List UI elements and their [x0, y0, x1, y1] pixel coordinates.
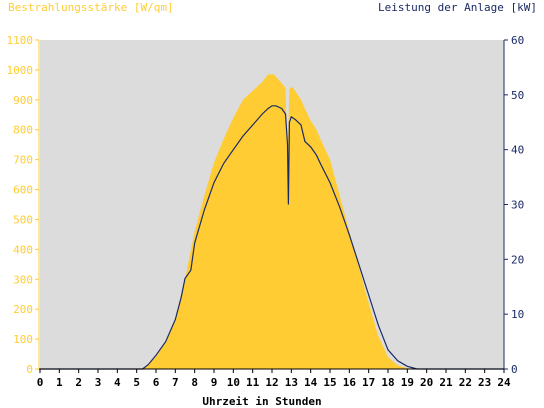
power-line-layer [40, 105, 504, 370]
x-tick-label: 14 [304, 376, 318, 389]
x-tick-label: 12 [265, 376, 278, 389]
right-tick-label: 10 [511, 308, 524, 321]
left-tick-label: 200 [13, 303, 33, 316]
x-tick-label: 22 [459, 376, 472, 389]
left-tick-label: 700 [13, 154, 33, 167]
right-tick-label: 40 [511, 144, 524, 157]
x-tick-label: 17 [362, 376, 375, 389]
x-tick-label: 24 [497, 376, 511, 389]
x-tick-label: 16 [343, 376, 357, 389]
left-tick-label: 100 [13, 333, 33, 346]
x-tick-label: 4 [114, 376, 121, 389]
x-tick-label: 13 [285, 376, 298, 389]
x-tick-label: 11 [246, 376, 260, 389]
left-tick-label: 300 [13, 273, 33, 286]
x-tick-label: 1 [56, 376, 63, 389]
right-tick-label: 20 [511, 253, 524, 266]
left-axis-ticks: 0 100 200 300 400 500 600 700 800 900 1000 1100 [7, 34, 39, 376]
left-tick-label: 800 [13, 124, 33, 137]
left-tick-label: 0 [26, 363, 33, 376]
x-tick-label: 15 [323, 376, 336, 389]
x-tick-label: 18 [381, 376, 394, 389]
x-tick-label: 19 [401, 376, 414, 389]
x-tick-label: 5 [133, 376, 140, 389]
x-tick-label: 3 [95, 376, 102, 389]
left-tick-label: 500 [13, 213, 33, 226]
x-tick-label: 8 [191, 376, 198, 389]
x-tick-label: 20 [420, 376, 433, 389]
right-tick-label: 0 [511, 363, 518, 376]
x-axis-ticks: 0 1 2 3 4 5 6 7 8 9 10 11 12 13 14 15 16 17 18 19 20 21 22 23 24 [37, 369, 511, 389]
x-tick-label: 9 [211, 376, 218, 389]
x-tick-label: 2 [75, 376, 82, 389]
left-tick-label: 400 [13, 243, 33, 256]
x-tick-label: 6 [153, 376, 160, 389]
x-axis-title: Uhrzeit in Stunden [202, 395, 321, 408]
x-tick-label: 10 [227, 376, 240, 389]
right-axis-ticks: 0 10 20 30 40 50 60 [504, 34, 524, 376]
x-tick-label: 0 [37, 376, 44, 389]
left-axis-title: Bestrahlungsstärke [W/qm] [8, 1, 174, 14]
left-tick-label: 600 [13, 184, 33, 197]
left-tick-label: 1100 [7, 34, 34, 47]
power-line [40, 105, 504, 370]
irradiance-area-layer [40, 74, 504, 370]
right-tick-label: 30 [511, 199, 524, 212]
left-tick-label: 1000 [7, 64, 34, 77]
x-tick-label: 23 [478, 376, 491, 389]
irradiance-area [40, 74, 504, 370]
right-tick-label: 60 [511, 34, 524, 47]
left-tick-label: 900 [13, 94, 33, 107]
x-tick-label: 21 [439, 376, 453, 389]
right-tick-label: 50 [511, 89, 524, 102]
x-tick-label: 7 [172, 376, 179, 389]
right-axis-title: Leistung der Anlage [kW] [378, 1, 537, 14]
